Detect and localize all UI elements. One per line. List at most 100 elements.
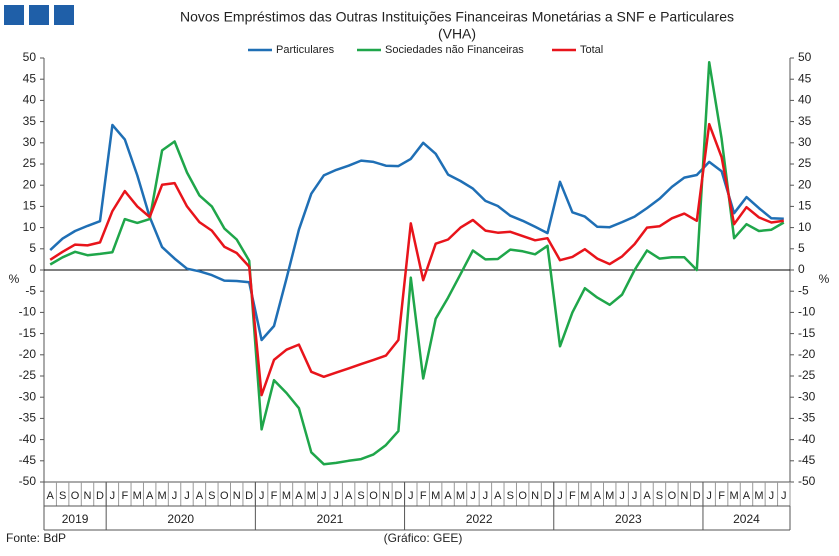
y-tick-label: 10: [23, 220, 37, 234]
x-tick-label: S: [59, 490, 66, 502]
y-tick-label: -35: [19, 411, 37, 425]
y-tick-label: 20: [23, 177, 37, 191]
y-tick-label: -30: [19, 389, 37, 403]
chart-title: Novos Empréstimos das Outras Instituiçõe…: [180, 9, 734, 25]
source: Fonte: BdP: [6, 531, 66, 545]
y-tick-label: 15: [23, 199, 37, 213]
x-tick-label: J: [110, 490, 116, 502]
x-tick-label: O: [668, 490, 677, 502]
x-tick-label: F: [121, 490, 128, 502]
x-tick-label: S: [656, 490, 663, 502]
x-tick-label: J: [259, 490, 265, 502]
y2-tick-label: -15: [798, 326, 816, 340]
legend-label: Particulares: [276, 44, 335, 56]
y2-tick-label: -40: [798, 432, 816, 446]
x-tick-label: A: [643, 490, 651, 502]
x-tick-label: O: [71, 490, 80, 502]
x-tick-label: F: [569, 490, 576, 502]
y2-tick-label: 50: [798, 50, 812, 64]
x-tick-label: D: [693, 490, 701, 502]
y-axis-label: %: [9, 272, 20, 286]
x-tick-label: J: [769, 490, 775, 502]
x-tick-label: J: [557, 490, 563, 502]
x-tick-label: M: [282, 490, 291, 502]
x-tick-label: M: [158, 490, 167, 502]
x-tick-label: J: [619, 490, 625, 502]
y-tick-label: -15: [19, 326, 37, 340]
y2-tick-label: -30: [798, 389, 816, 403]
y-tick-label: 25: [23, 156, 37, 170]
y2-tick-label: -50: [798, 474, 816, 488]
logo-block: [54, 5, 74, 25]
y2-tick-label: 40: [798, 93, 812, 107]
x-tick-label: A: [444, 490, 452, 502]
year-label: 2022: [466, 512, 493, 526]
series-line: [49, 123, 784, 342]
y2-axis-label: %: [819, 272, 830, 286]
y-tick-label: 5: [29, 241, 36, 255]
y2-tick-label: -20: [798, 347, 816, 361]
y-tick-label: -20: [19, 347, 37, 361]
x-tick-label: D: [394, 490, 402, 502]
x-tick-label: S: [357, 490, 364, 502]
legend-label: Total: [580, 44, 603, 56]
x-tick-label: N: [382, 490, 390, 502]
y2-tick-label: 15: [798, 199, 812, 213]
y-tick-label: -10: [19, 305, 37, 319]
y-tick-label: 40: [23, 93, 37, 107]
year-label: 2020: [167, 512, 194, 526]
x-tick-label: M: [729, 490, 738, 502]
x-tick-label: J: [470, 490, 476, 502]
y2-tick-label: 35: [798, 114, 812, 128]
y2-tick-label: -35: [798, 411, 816, 425]
year-label: 2023: [615, 512, 642, 526]
y-tick-label: 45: [23, 71, 37, 85]
y-tick-label: 0: [29, 262, 36, 276]
y-tick-label: -40: [19, 432, 37, 446]
y-tick-label: -50: [19, 474, 37, 488]
x-tick-label: M: [580, 490, 589, 502]
x-tick-label: J: [781, 490, 787, 502]
x-tick-label: J: [706, 490, 712, 502]
x-tick-label: M: [307, 490, 316, 502]
year-label: 2024: [733, 512, 760, 526]
x-tick-label: O: [220, 490, 229, 502]
x-tick-label: A: [196, 490, 204, 502]
y-tick-label: 35: [23, 114, 37, 128]
x-tick-label: A: [594, 490, 602, 502]
x-tick-label: S: [208, 490, 215, 502]
x-tick-label: O: [518, 490, 527, 502]
y-tick-label: 50: [23, 50, 37, 64]
x-tick-label: N: [680, 490, 688, 502]
y2-tick-label: 0: [798, 262, 805, 276]
x-tick-label: A: [47, 490, 55, 502]
x-tick-label: N: [84, 490, 92, 502]
x-tick-label: M: [605, 490, 614, 502]
x-tick-label: M: [754, 490, 763, 502]
chart-subtitle: (VHA): [438, 26, 476, 42]
x-tick-label: A: [743, 490, 751, 502]
y2-tick-label: -5: [798, 283, 809, 297]
x-tick-label: D: [96, 490, 104, 502]
x-tick-label: D: [544, 490, 552, 502]
year-label: 2019: [62, 512, 89, 526]
x-tick-label: J: [632, 490, 638, 502]
x-tick-label: D: [245, 490, 253, 502]
y2-tick-label: 25: [798, 156, 812, 170]
y2-tick-label: -10: [798, 305, 816, 319]
x-tick-label: J: [408, 490, 414, 502]
x-tick-label: N: [233, 490, 241, 502]
x-tick-label: A: [146, 490, 154, 502]
x-tick-label: J: [333, 490, 339, 502]
y-tick-label: -5: [25, 283, 36, 297]
logo-block: [29, 5, 49, 25]
x-tick-label: N: [531, 490, 539, 502]
x-tick-label: J: [483, 490, 489, 502]
logo-block: [4, 5, 24, 25]
series-line: [49, 122, 784, 397]
credit: (Gráfico: GEE): [384, 531, 463, 545]
legend-label: Sociedades não Financeiras: [385, 44, 524, 56]
y2-tick-label: -25: [798, 368, 816, 382]
x-tick-label: J: [321, 490, 327, 502]
y-tick-label: 30: [23, 135, 37, 149]
